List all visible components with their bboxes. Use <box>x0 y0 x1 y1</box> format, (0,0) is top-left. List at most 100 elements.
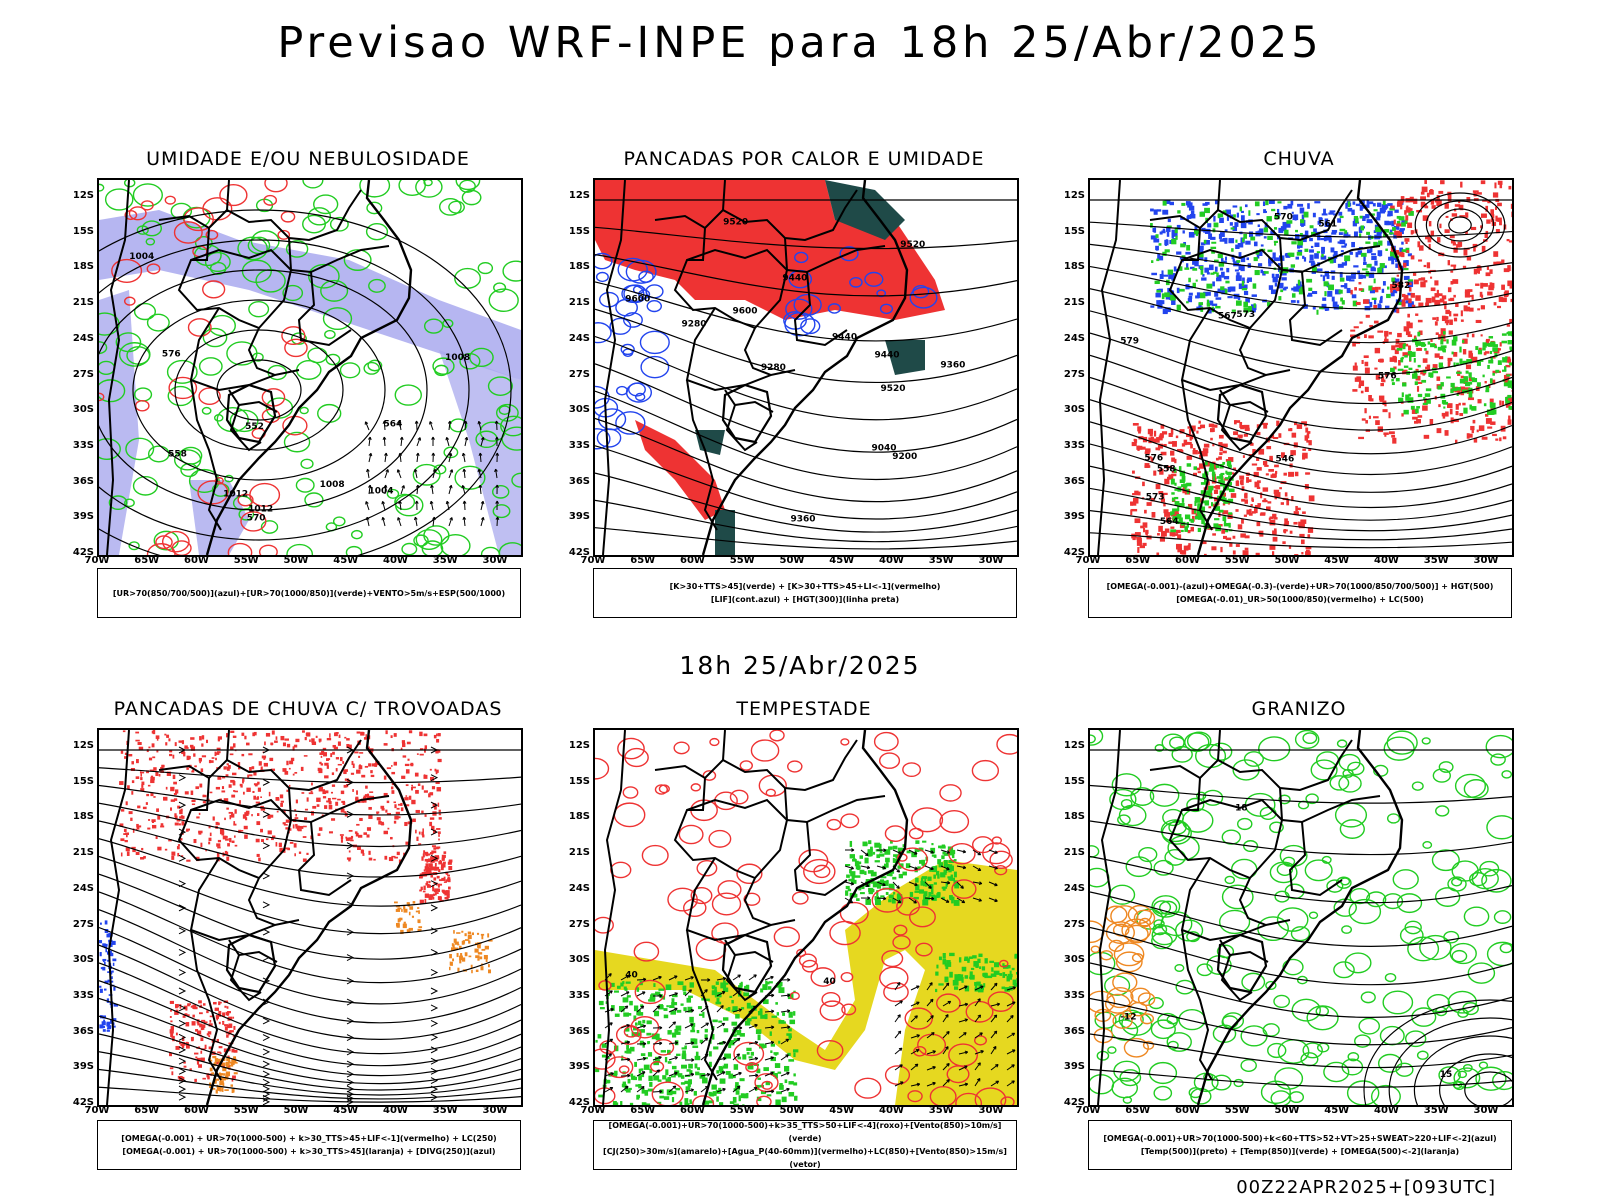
legend-line: [OMEGA(-0.001)+UR>70(1000-500)+k>35_TTS>… <box>608 1121 1002 1143</box>
lon-tick-label: 45W <box>1324 1105 1350 1116</box>
lat-tick-label: 30S <box>568 404 590 416</box>
lat-tick-label: 27S <box>568 918 590 930</box>
lat-tick-label: 12S <box>72 740 94 751</box>
contour-label: 552 <box>245 422 264 432</box>
lon-tick-label: 45W <box>829 1105 855 1116</box>
lat-tick-label: 30S <box>72 954 94 966</box>
lon-tick-label: 30W <box>482 1105 508 1116</box>
contour-label: 576 <box>162 349 181 359</box>
contour-label: 564 <box>384 420 403 430</box>
lat-tick-label: 36S <box>1063 475 1085 487</box>
contour-label: 576 <box>1378 371 1397 381</box>
contour-label: 1012 <box>223 490 248 500</box>
lat-tick-label: 39S <box>72 1061 94 1073</box>
contour-label: 561 <box>1318 219 1337 229</box>
map-panel-pancadas-de-chuva-c-trovoadas <box>97 728 523 1107</box>
lat-tick-label: 15S <box>1063 225 1085 237</box>
lat-tick-label: 24S <box>72 332 94 344</box>
lat-tick-label: 33S <box>1063 989 1085 1001</box>
lat-tick-label: 39S <box>568 1061 590 1073</box>
lat-tick-label: 36S <box>568 1025 590 1037</box>
lat-tick-label: 15S <box>568 225 590 237</box>
lat-tick-label: 42S <box>1063 547 1085 558</box>
lat-tick-label: 15S <box>72 775 94 787</box>
contour-label: 1008 <box>445 353 470 363</box>
lat-tick-label: 33S <box>72 439 94 451</box>
contour-label: 567 <box>1218 311 1237 321</box>
legend-line: [OMEGA(-0.001)-(azul)+OMEGA(-0.3)-(verde… <box>1106 582 1494 591</box>
lon-tick-label: 60W <box>680 555 705 566</box>
lat-tick-label: 42S <box>72 1097 94 1108</box>
lat-tick-label: 18S <box>72 811 94 823</box>
lat-tick-label: 21S <box>1063 847 1085 859</box>
lat-tick-label: 18S <box>568 261 590 273</box>
lat-tick-label: 33S <box>72 989 94 1001</box>
lon-tick-label: 40W <box>879 1105 904 1116</box>
lon-tick-label: 60W <box>184 1105 209 1116</box>
legend-granizo: [OMEGA(-0.001)+UR>70(1000-500)+k<60+TTS>… <box>1088 1120 1512 1170</box>
lat-tick-label: 24S <box>1063 882 1085 894</box>
lon-tick-label: 70W <box>1075 555 1101 566</box>
legend-line: [LIF](cont.azul) + [HGT(300)](linha pret… <box>710 595 900 604</box>
lon-tick-label: 30W <box>1473 1105 1499 1116</box>
lat-tick-label: 36S <box>1063 1025 1085 1037</box>
contour-label: 9360 <box>790 515 815 525</box>
lat-tick-label: 24S <box>1063 332 1085 344</box>
lat-tick-label: 12S <box>568 740 590 751</box>
map-panel-chuva: 579 576 573 582 567 564 576 570 546 558 561 573 <box>1088 178 1514 557</box>
lat-tick-label: 30S <box>568 954 590 966</box>
legend-chuva: [OMEGA(-0.001)-(azul)+OMEGA(-0.3)-(verde… <box>1088 568 1512 618</box>
lat-tick-label: 24S <box>72 882 94 894</box>
lon-tick-label: 60W <box>184 555 209 566</box>
contour-label: 9600 <box>625 294 650 304</box>
contour-label: 9600 <box>732 307 757 317</box>
contour-label: 546 <box>1275 454 1294 464</box>
lon-tick-label: 40W <box>1374 1105 1399 1116</box>
lat-tick-label: 21S <box>72 297 94 309</box>
panel-title-pancadas-de-chuva-c-trovoadas: PANCADAS DE CHUVA C/ TROVOADAS <box>113 698 503 720</box>
lon-tick-label: 60W <box>1175 1105 1200 1116</box>
lat-tick-label: 33S <box>1063 439 1085 451</box>
lat-tick-label: 15S <box>568 775 590 787</box>
lat-tick-label: 15S <box>1063 775 1085 787</box>
lon-tick-label: 55W <box>1224 555 1250 566</box>
lon-tick-label: 65W <box>134 1105 160 1116</box>
lon-tick-label: 50W <box>283 555 309 566</box>
contour-label: 9440 <box>782 273 807 283</box>
lon-tick-label: 35W <box>1423 1105 1449 1116</box>
lat-tick-label: 27S <box>72 368 94 380</box>
lat-tick-label: 42S <box>568 1097 590 1108</box>
lon-tick-label: 35W <box>928 555 954 566</box>
lon-tick-label: 50W <box>779 555 805 566</box>
contour-label: 9280 <box>681 319 706 329</box>
lon-tick-label: 40W <box>383 555 408 566</box>
lat-tick-label: 24S <box>568 332 590 344</box>
lon-tick-label: 50W <box>1274 1105 1300 1116</box>
lon-tick-label: 70W <box>580 555 606 566</box>
lat-tick-label: 39S <box>1063 1061 1085 1073</box>
lat-tick-label: 36S <box>568 475 590 487</box>
lon-tick-label: 70W <box>580 1105 606 1116</box>
lon-tick-label: 65W <box>134 555 160 566</box>
legend-umidade-e-ou-nebulosidade: [UR>70(850/700/500)](azul)+[UR>70(1000/8… <box>97 568 521 618</box>
contour-label: 1012 <box>248 504 273 514</box>
contour-label: 15 <box>1440 1070 1453 1080</box>
panel-title-granizo: GRANIZO <box>1251 698 1347 720</box>
lat-tick-label: 42S <box>1063 1097 1085 1108</box>
lon-tick-label: 35W <box>1423 555 1449 566</box>
main-title: Previsao WRF-INPE para 18h 25/Abr/2025 <box>277 18 1323 68</box>
legend-line: [OMEGA(-0.001) + UR>70(1000-500) + k>30_… <box>122 1147 496 1156</box>
lat-tick-label: 15S <box>72 225 94 237</box>
lon-tick-label: 35W <box>432 555 458 566</box>
contour-label: 558 <box>168 449 187 459</box>
legend-line: [OMEGA(-0.001) + UR>70(1000-500) + k>30_… <box>121 1134 497 1143</box>
lat-tick-label: 24S <box>568 882 590 894</box>
run-stamp: 00Z22APR2025+[093UTC] <box>1236 1177 1496 1198</box>
contour-label: 9440 <box>832 332 857 342</box>
contour-label: 9520 <box>723 218 748 228</box>
lon-tick-label: 30W <box>978 555 1004 566</box>
lat-tick-label: 36S <box>72 1025 94 1037</box>
contour-label: 9520 <box>900 240 925 250</box>
lon-tick-label: 40W <box>383 1105 408 1116</box>
contour-label: 558 <box>1157 465 1176 475</box>
